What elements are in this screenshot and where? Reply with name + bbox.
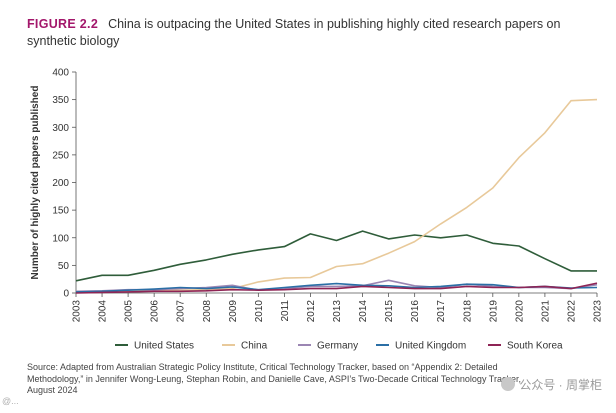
y-tick-label: 350 (52, 95, 69, 106)
legend-label: China (241, 341, 268, 352)
x-tick-label: 2015 (384, 300, 395, 323)
watermark-text: 公众号 · 周掌柜 (519, 378, 602, 392)
x-tick-label: 2011 (280, 300, 291, 322)
x-tick-label: 2017 (436, 300, 447, 323)
x-tick-label: 2008 (202, 300, 213, 323)
source-note: Source: Adapted from Australian Strategi… (27, 362, 521, 395)
y-tick-label: 50 (58, 261, 70, 272)
x-tick-label: 2014 (358, 300, 369, 323)
x-tick-label: 2003 (72, 300, 83, 323)
y-tick-label: 400 (52, 68, 69, 79)
figure-header: FIGURE 2.2 China is outpacing the United … (27, 16, 587, 50)
figure-label: FIGURE 2.2 (27, 17, 99, 31)
x-tick-label: 2018 (462, 300, 473, 323)
y-tick-label: 150 (52, 206, 69, 217)
x-tick-label: 2013 (332, 300, 343, 323)
x-tick-label: 2009 (228, 300, 239, 323)
footer-mark: @... (2, 396, 19, 406)
series-line-south-korea (75, 282, 598, 294)
y-tick-label: 300 (52, 123, 69, 134)
watermark: 公众号 · 周掌柜 (501, 376, 602, 393)
x-tick-label: 2010 (254, 300, 265, 323)
x-tick-label: 2004 (98, 300, 109, 323)
x-tick-label: 2005 (124, 300, 135, 323)
series-line-china (76, 98, 598, 293)
y-axis-title: Number of highly cited papers published (30, 86, 41, 280)
y-tick-label: 0 (63, 289, 69, 300)
figure-title: China is outpacing the United States in … (27, 17, 561, 48)
y-tick-label: 250 (52, 150, 69, 161)
legend-label: United States (134, 341, 194, 352)
x-tick-label: 2012 (306, 300, 317, 323)
x-tick-label: 2019 (488, 300, 499, 323)
y-tick-label: 200 (52, 178, 69, 189)
x-tick-label: 2021 (540, 300, 551, 323)
x-tick-label: 2007 (176, 300, 187, 323)
legend-label: United Kingdom (395, 341, 466, 352)
x-tick-label: 2022 (566, 300, 577, 323)
x-tick-label: 2020 (514, 300, 525, 323)
x-tick-label: 2016 (410, 300, 421, 323)
legend-label: Germany (317, 341, 358, 352)
x-tick-label: 2023 (593, 300, 604, 323)
series-line-united-kingdom (75, 282, 598, 293)
series-line-united-states (75, 230, 597, 282)
legend-label: South Korea (507, 341, 563, 352)
y-tick-label: 100 (52, 233, 69, 244)
wechat-icon (501, 377, 516, 391)
line-chart: 0 50 100 150 200 250 300 350 400 2003 2004 2005 2006… (30, 68, 604, 352)
x-tick-label: 2006 (150, 300, 161, 323)
